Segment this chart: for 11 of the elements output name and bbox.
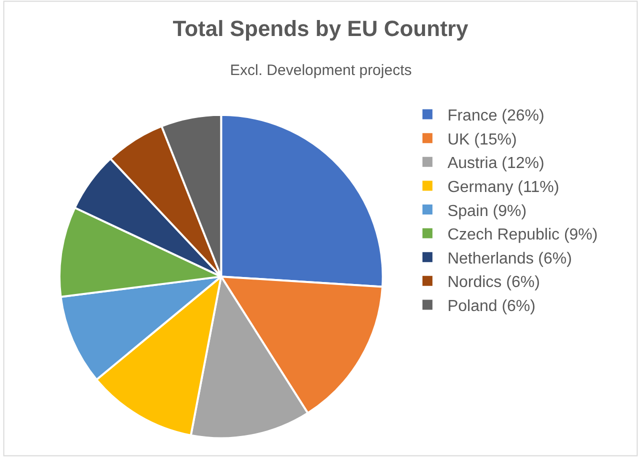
legend-label: Germany (11%) [447,178,560,196]
legend-label: UK (15%) [447,131,517,148]
chart-subtitle: Excl. Development projects [230,62,412,79]
legend-label: Czech Republic (9%) [447,226,598,244]
legend-label: Poland (6%) [447,298,536,315]
chart-title: Total Spends by EU Country [172,16,469,41]
legend-label: Austria (12%) [447,155,544,172]
legend-label: Spain (9%) [447,202,527,220]
legend-label: France (26%) [447,108,544,125]
legend-label: Netherlands (6%) [447,250,572,268]
legend-label: Nordics (6%) [447,274,540,292]
